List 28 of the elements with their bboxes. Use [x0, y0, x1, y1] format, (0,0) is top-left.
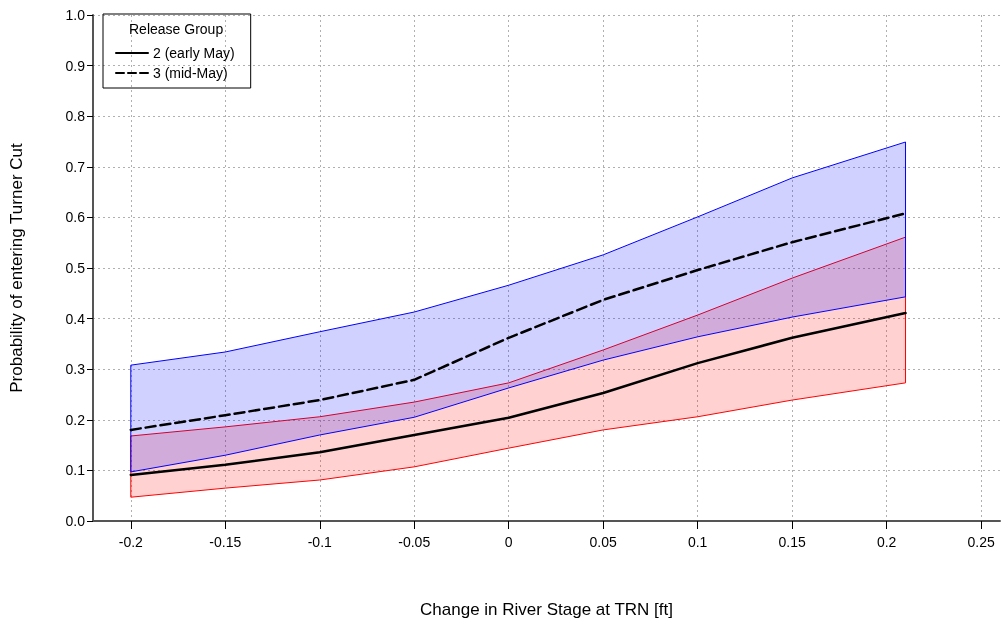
- x-tick-label: -0.05: [398, 534, 431, 550]
- y-tick-label: 1.0: [65, 7, 86, 23]
- x-tick-label: -0.2: [118, 534, 144, 550]
- legend-title: Release Group: [129, 21, 224, 37]
- y-axis-title: Probability of entering Turner Cut: [7, 142, 26, 393]
- x-tick-label: 0: [504, 534, 513, 550]
- y-tick-label: 0.0: [65, 513, 86, 529]
- line-series: [129, 311, 907, 477]
- x-tick-label: 0.15: [778, 534, 806, 550]
- x-tick-label: 0.2: [876, 534, 897, 550]
- x-tick-label: -0.15: [209, 534, 242, 550]
- x-tick-label: -0.1: [307, 534, 333, 550]
- y-tick-label: 0.6: [65, 209, 86, 226]
- legend-label: 2 (early May): [153, 45, 235, 61]
- line-series: [129, 212, 907, 432]
- x-tick-label: 0.1: [687, 534, 708, 550]
- x-tick-label: 0.25: [967, 534, 995, 550]
- y-tick-label: 0.8: [65, 108, 86, 125]
- y-tick-label: 0.1: [65, 462, 86, 479]
- x-tick-label: 0.05: [589, 534, 618, 550]
- y-tick-label: 0.5: [65, 260, 86, 276]
- y-tick-label: 0.3: [65, 361, 86, 378]
- y-tick-label: 0.9: [65, 57, 86, 74]
- y-tick-label: 0.7: [65, 158, 86, 175]
- y-tick-label: 0.2: [65, 411, 86, 428]
- legend-label: 3 (mid-May): [153, 65, 228, 81]
- y-tick-label: 0.4: [65, 310, 86, 327]
- x-axis-title: Change in River Stage at TRN [ft]: [420, 600, 673, 619]
